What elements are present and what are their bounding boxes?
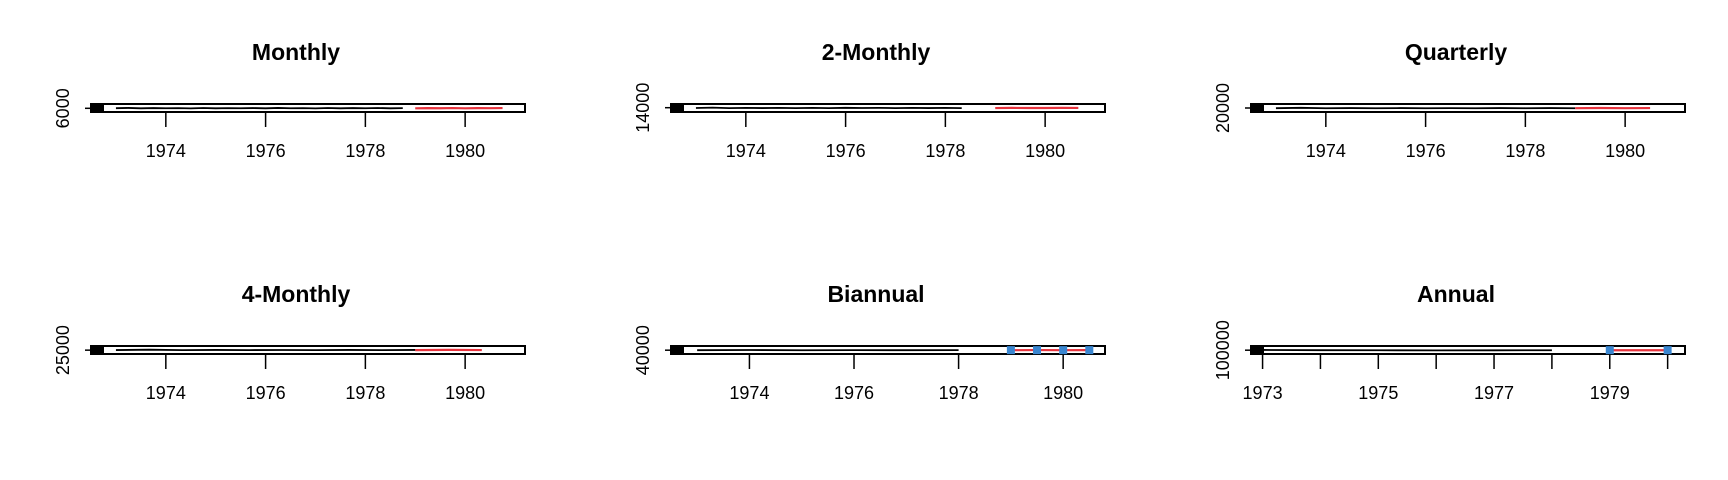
y-tick-label: 6000 (53, 88, 73, 128)
panel-title: 4-Monthly (242, 281, 351, 307)
x-tick-label: 1980 (1043, 383, 1083, 403)
x-tick-label: 1976 (246, 141, 286, 161)
panel-title: 2-Monthly (822, 39, 931, 65)
x-tick-label: 1978 (345, 141, 385, 161)
panel-1: Monthly 6000 1974 1976 1978 1980 (53, 39, 526, 161)
x-tick-label: 1976 (826, 141, 866, 161)
y-tick-label: 14000 (633, 83, 653, 133)
x-tick-label: 1974 (726, 141, 766, 161)
x-tick-label: 1976 (1406, 141, 1446, 161)
y-tick-label: 100000 (1213, 320, 1233, 380)
x-tick-label: 1980 (445, 141, 485, 161)
x-tick-label: 1976 (246, 383, 286, 403)
y-axis-bar (670, 346, 684, 354)
y-axis-bar (670, 104, 684, 112)
y-tick-label: 25000 (53, 325, 73, 375)
x-tick-label: 1974 (1306, 141, 1346, 161)
panel-title: Annual (1417, 281, 1495, 307)
panel-5: Biannual 40000 1974 1976 1978 1980 (633, 281, 1106, 403)
panel-6: Annual 100000 1973 1975 1977 1979 (1213, 281, 1686, 403)
y-axis-bar (90, 104, 104, 112)
forecast-point (1059, 346, 1068, 355)
x-tick-label: 1974 (146, 141, 186, 161)
panel-4: 4-Monthly 25000 1974 1976 1978 1980 (53, 281, 526, 403)
y-tick-label: 40000 (633, 325, 653, 375)
forecast-point (1663, 346, 1672, 355)
forecast-point (1006, 346, 1015, 355)
x-tick-label: 1976 (834, 383, 874, 403)
x-tick-label: 1979 (1590, 383, 1630, 403)
panel-2: 2-Monthly 14000 1974 1976 1978 1980 (633, 39, 1106, 161)
x-tick-label: 1973 (1243, 383, 1283, 403)
x-tick-label: 1980 (1605, 141, 1645, 161)
forecast-point (1085, 346, 1094, 355)
x-tick-label: 1975 (1358, 383, 1398, 403)
panel-3: Quarterly 20000 1974 1976 1978 1980 (1213, 39, 1686, 161)
y-tick-label: 20000 (1213, 83, 1233, 133)
forecast-point (1033, 346, 1042, 355)
x-tick-label: 1978 (1505, 141, 1545, 161)
x-tick-label: 1978 (345, 383, 385, 403)
x-tick-label: 1980 (445, 383, 485, 403)
x-tick-label: 1977 (1474, 383, 1514, 403)
forecast-point (1605, 346, 1614, 355)
x-tick-label: 1978 (939, 383, 979, 403)
panel-title: Quarterly (1405, 39, 1507, 65)
panel-title: Biannual (827, 281, 924, 307)
x-tick-label: 1978 (925, 141, 965, 161)
y-axis-bar (1250, 104, 1264, 112)
x-tick-label: 1974 (146, 383, 186, 403)
panel-title: Monthly (252, 39, 340, 65)
x-tick-label: 1980 (1025, 141, 1065, 161)
y-axis-bar (1250, 346, 1264, 354)
x-tick-label: 1974 (729, 383, 769, 403)
y-axis-bar (90, 346, 104, 354)
